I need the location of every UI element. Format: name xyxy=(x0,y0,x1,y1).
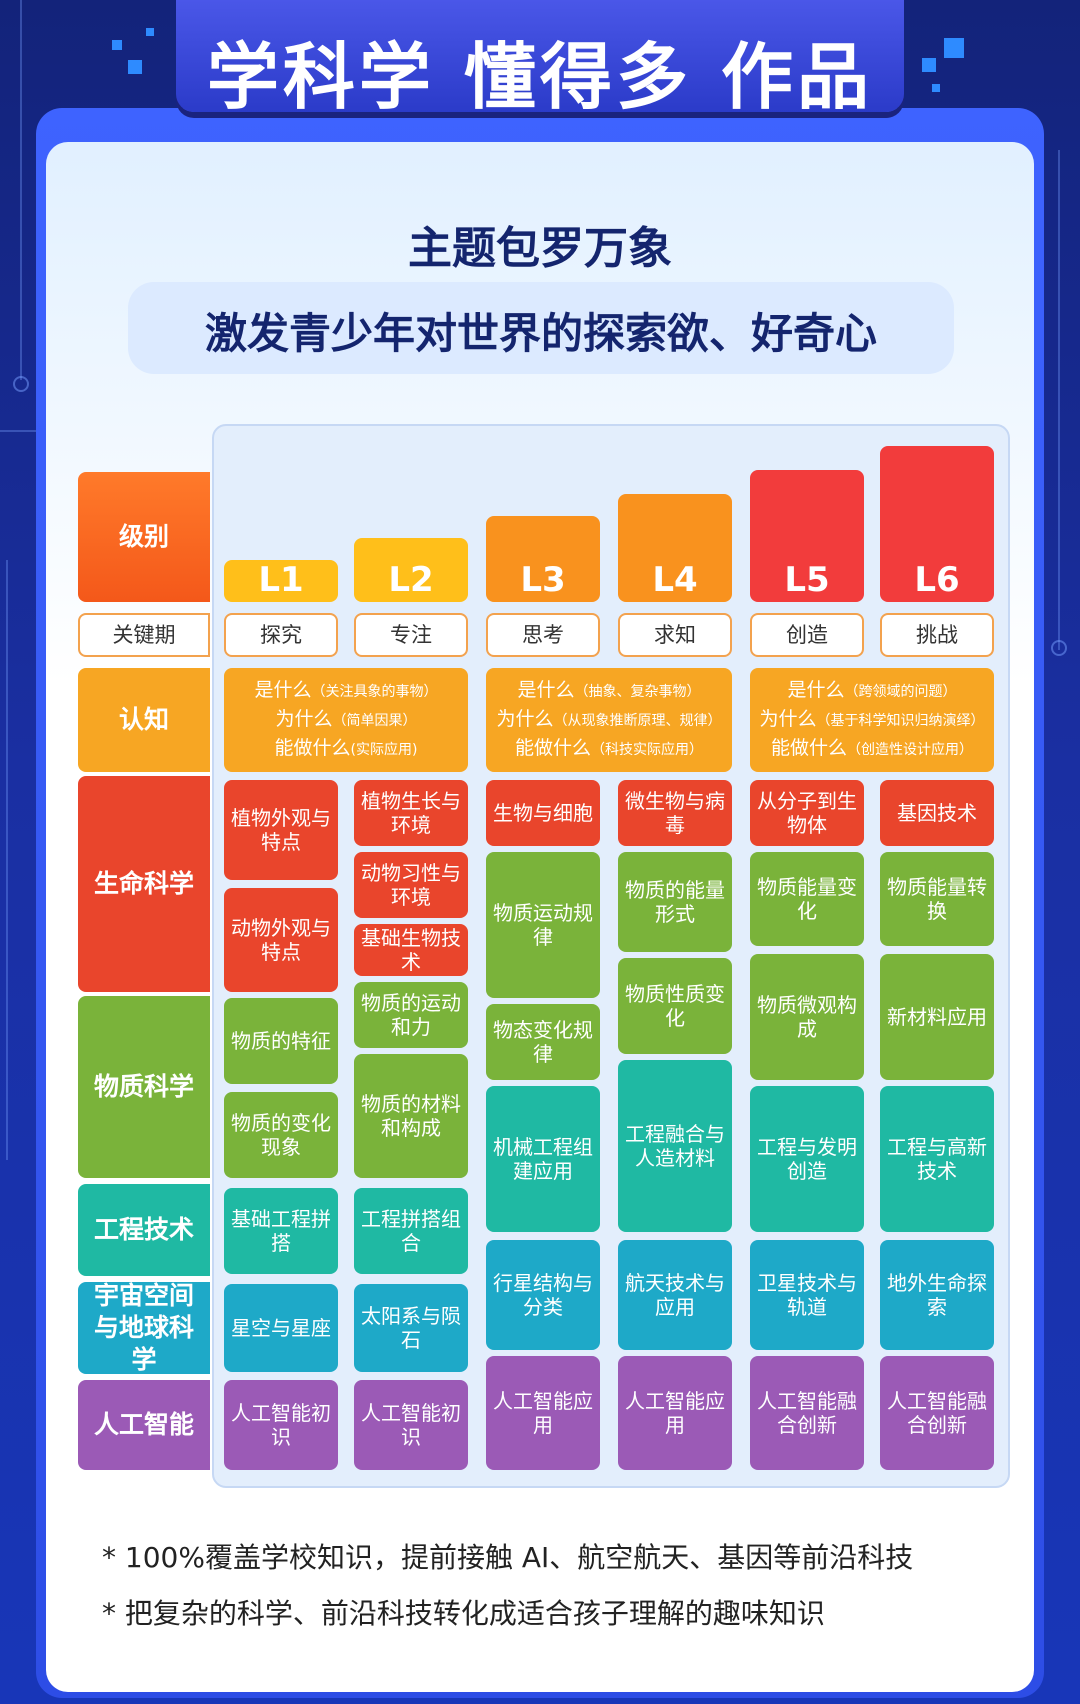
topic-cell: 从分子到生物体 xyxy=(750,780,864,846)
topic-cell: 基因技术 xyxy=(880,780,994,846)
topic-cell: 人工智能应用 xyxy=(618,1356,732,1470)
row-label-level: 级别 xyxy=(78,472,210,602)
topic-cell: 新材料应用 xyxy=(880,954,994,1080)
level-l2: L2 xyxy=(354,538,468,602)
row-label-cognition: 认知 xyxy=(78,668,210,772)
circuit-line xyxy=(6,560,8,1160)
topic-cell: 物质运动规律 xyxy=(486,852,600,998)
circuit-node xyxy=(1051,640,1067,656)
keyword-l6: 挑战 xyxy=(880,613,994,657)
topic-cell: 物质的材料和构成 xyxy=(354,1054,468,1178)
topic-cell: 动物习性与环境 xyxy=(354,852,468,918)
level-grid-panel xyxy=(212,424,1010,1488)
footnotes: * 100%覆盖学校知识，提前接触 AI、航空航天、基因等前沿科技 * 把复杂的… xyxy=(102,1530,913,1642)
row-label-space-earth: 宇宙空间与地球科学 xyxy=(78,1281,210,1374)
headline: 主题包罗万象 xyxy=(408,223,672,274)
topic-cell: 人工智能初识 xyxy=(354,1380,468,1470)
topic-cell: 物质的变化现象 xyxy=(224,1092,338,1178)
pixel-dot xyxy=(146,28,154,36)
topic-cell: 植物外观与特点 xyxy=(224,780,338,880)
topic-cell: 人工智能应用 xyxy=(486,1356,600,1470)
topic-cell: 微生物与病毒 xyxy=(618,780,732,846)
keyword-l2: 专注 xyxy=(354,613,468,657)
topic-cell: 物质性质变化 xyxy=(618,958,732,1054)
subheadline-box: 激发青少年对世界的探索欲、好奇心 xyxy=(128,282,954,374)
topic-cell: 物质的特征 xyxy=(224,998,338,1084)
topic-cell: 地外生命探索 xyxy=(880,1240,994,1350)
circuit-line xyxy=(20,0,22,380)
footnote-1: * 100%覆盖学校知识，提前接触 AI、航空航天、基因等前沿科技 xyxy=(102,1541,914,1574)
topic-cell: 物质的能量形式 xyxy=(618,852,732,952)
topic-cell: 工程融合与人造材料 xyxy=(618,1060,732,1232)
cognition-l1-l2: 是什么（关注具象的事物） 为什么（简单因果） 能做什么(实际应用) xyxy=(224,668,468,772)
pixel-dot xyxy=(112,40,122,50)
footnote-2: * 把复杂的科学、前沿科技转化成适合孩子理解的趣味知识 xyxy=(102,1597,825,1630)
topic-cell: 人工智能初识 xyxy=(224,1380,338,1470)
level-l1: L1 xyxy=(224,560,338,602)
keyword-l4: 求知 xyxy=(618,613,732,657)
row-label-matter-science: 物质科学 xyxy=(78,996,210,1178)
keyword-l1: 探究 xyxy=(224,613,338,657)
cognition-l5-l6: 是什么（跨领域的问题） 为什么（基于科学知识归纳演绎） 能做什么（创造性设计应用… xyxy=(750,668,994,772)
keyword-l3: 思考 xyxy=(486,613,600,657)
topic-cell: 人工智能融合创新 xyxy=(750,1356,864,1470)
topic-cell: 工程拼搭组合 xyxy=(354,1188,468,1274)
topic-cell: 工程与发明创造 xyxy=(750,1086,864,1232)
title-tab: 学科学 懂得多 作品多 xyxy=(176,0,904,224)
pixel-dot xyxy=(922,58,936,72)
row-label-ai: 人工智能 xyxy=(78,1380,210,1470)
subheadline: 激发青少年对世界的探索欲、好奇心 xyxy=(204,309,877,358)
topic-cell: 物质能量转换 xyxy=(880,852,994,946)
pixel-dot xyxy=(128,60,142,74)
topic-cell: 工程与高新技术 xyxy=(880,1086,994,1232)
row-label-engineering: 工程技术 xyxy=(78,1184,210,1276)
topic-cell: 太阳系与陨石 xyxy=(354,1284,468,1372)
circuit-line xyxy=(0,430,40,432)
topic-cell: 动物外观与特点 xyxy=(224,888,338,992)
row-label-keyword: 关键期 xyxy=(78,613,210,657)
topic-cell: 卫星技术与轨道 xyxy=(750,1240,864,1350)
circuit-node xyxy=(13,376,29,392)
topic-cell: 航天技术与应用 xyxy=(618,1240,732,1350)
topic-cell: 物质的运动和力 xyxy=(354,982,468,1048)
topic-cell: 基础工程拼搭 xyxy=(224,1188,338,1274)
level-l4: L4 xyxy=(618,494,732,602)
topic-cell: 星空与星座 xyxy=(224,1284,338,1372)
level-l6: L6 xyxy=(880,446,994,602)
topic-cell: 物质微观构成 xyxy=(750,954,864,1080)
topic-cell: 生物与细胞 xyxy=(486,780,600,846)
topic-cell: 物态变化规律 xyxy=(486,1004,600,1080)
topic-cell: 机械工程组建应用 xyxy=(486,1086,600,1232)
topic-cell: 基础生物技术 xyxy=(354,924,468,976)
cognition-l3-l4: 是什么（抽象、复杂事物） 为什么（从现象推断原理、规律） 能做什么（科技实际应用… xyxy=(486,668,732,772)
topic-cell: 人工智能融合创新 xyxy=(880,1356,994,1470)
keyword-l5: 创造 xyxy=(750,613,864,657)
pixel-dot xyxy=(932,84,940,92)
topic-cell: 行星结构与分类 xyxy=(486,1240,600,1350)
level-l5: L5 xyxy=(750,470,864,602)
topic-cell: 植物生长与环境 xyxy=(354,780,468,846)
level-l3: L3 xyxy=(486,516,600,602)
circuit-line xyxy=(1058,150,1060,650)
row-label-life-science: 生命科学 xyxy=(78,776,210,992)
topic-cell: 物质能量变化 xyxy=(750,852,864,946)
pixel-dot xyxy=(944,38,964,58)
